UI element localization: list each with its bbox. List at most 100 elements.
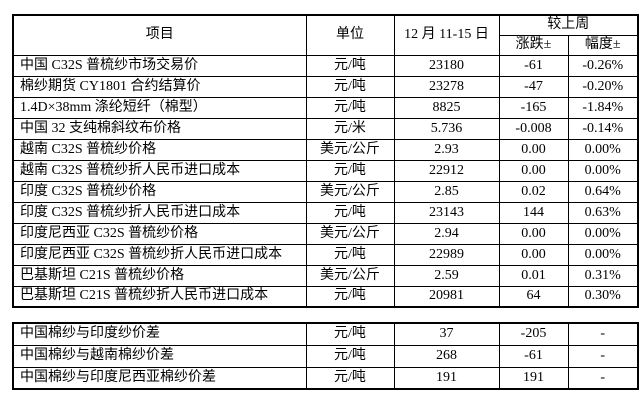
item-cell: 印度尼西亚 C32S 普梳纱价格 [12,222,307,245]
table-row: 中国 32 支纯棉斜纹布价格 元/米 5.736 -0.008 -0.14% [12,117,639,140]
item-cell: 印度 C32S 普梳纱价格 [12,180,307,203]
table-row: 印度尼西亚 C32S 普梳纱价格 美元/公斤 2.94 0.00 0.00% [12,222,639,245]
item-cell: 越南 C32S 普梳纱折人民币进口成本 [12,159,307,182]
header-pct: 幅度± [567,34,639,56]
item-cell: 越南 C32S 普梳纱价格 [12,138,307,161]
item-cell: 中国 C32S 普梳纱市场交易价 [12,54,307,77]
price-table-body: 中国 C32S 普梳纱市场交易价 元/吨 23180 -61 -0.26% 棉纱期货 CY… [12,54,639,308]
table-row: 中国棉纱与印度纱价差 元/吨 37 -205- [12,322,639,346]
pct-cell: 0.00% [567,222,639,245]
change-cell: 0.00 [498,222,569,245]
unit-cell: 元/吨 [305,75,395,98]
change-cell: 0.02 [498,180,569,203]
table-row: 印度 C32S 普梳纱价格 美元/公斤 2.85 0.02 0.64% [12,180,639,203]
table-row: 印度 C32S 普梳纱折人民币进口成本 元/吨 23143 144 0.63% [12,201,639,224]
table-row: 越南 C32S 普梳纱价格 美元/公斤 2.93 0.00 0.00% [12,138,639,161]
item-cell: 巴基斯坦 C21S 普梳纱折人民币进口成本 [12,285,307,308]
change-cell: 144 [498,201,569,224]
pct-cell: 0.64% [567,180,639,203]
change-cell: -205 [498,322,569,346]
pct-cell: -0.26% [567,54,639,77]
unit-cell: 元/吨 [305,366,395,390]
pct-cell: -1.84% [567,96,639,119]
value-cell: 23180 [393,54,500,77]
change-cell: 64 [498,285,569,308]
table-row: 巴基斯坦 C21S 普梳纱折人民币进口成本 元/吨 20981 64 0.30% [12,285,639,308]
price-table-header: 项目 单位 12 月 11-15 日 较上周 涨跌± 幅度± [12,14,639,56]
change-cell: -47 [498,75,569,98]
value-cell: 22989 [393,243,500,266]
value-cell: 22912 [393,159,500,182]
spread-table: 中国棉纱与印度纱价差 元/吨 37 -205- 中国棉纱与越南棉纱价差 元/吨 268 -61… [12,322,639,390]
value-cell: 2.93 [393,138,500,161]
unit-cell: 元/吨 [305,96,395,119]
change-cell: -61 [498,344,569,368]
table-row: 中国 C32S 普梳纱市场交易价 元/吨 23180 -61 -0.26% [12,54,639,77]
change-cell: 191 [498,366,569,390]
pct-cell: 0.31% [567,264,639,287]
pct-cell: - [567,344,639,368]
pct-cell: 0.00% [567,243,639,266]
value-cell: 5.736 [393,117,500,140]
header-group-vs-last-week: 较上周 [498,14,639,36]
item-cell: 中国 32 支纯棉斜纹布价格 [12,117,307,140]
change-cell: 0.01 [498,264,569,287]
price-table: 项目 单位 12 月 11-15 日 较上周 涨跌± 幅度± 中国 C32S 普… [12,14,639,308]
unit-cell: 元/吨 [305,54,395,77]
unit-cell: 美元/公斤 [305,222,395,245]
item-cell: 1.4D×38mm 涤纶短纤（棉型） [12,96,307,119]
header-change: 涨跌± [498,34,569,56]
value-cell: 8825 [393,96,500,119]
unit-cell: 元/吨 [305,322,395,346]
pct-cell: 0.00% [567,138,639,161]
header-unit: 单位 [305,14,395,56]
value-cell: 2.94 [393,222,500,245]
item-cell: 印度尼西亚 C32S 普梳纱折人民币进口成本 [12,243,307,266]
item-cell: 印度 C32S 普梳纱折人民币进口成本 [12,201,307,224]
change-cell: 0.00 [498,243,569,266]
unit-cell: 元/吨 [305,243,395,266]
table-row: 中国棉纱与越南棉纱价差 元/吨 268 -61- [12,344,639,368]
change-cell: 0.00 [498,159,569,182]
table-row: 中国棉纱与印度尼西亚棉纱价差 元/吨 191 191- [12,366,639,390]
table-row: 1.4D×38mm 涤纶短纤（棉型） 元/吨 8825 -165 -1.84% [12,96,639,119]
table-row: 越南 C32S 普梳纱折人民币进口成本 元/吨 22912 0.00 0.00% [12,159,639,182]
item-cell: 中国棉纱与越南棉纱价差 [12,344,307,368]
value-cell: 23278 [393,75,500,98]
change-cell: -0.008 [498,117,569,140]
pct-cell: 0.00% [567,159,639,182]
value-cell: 37 [393,322,500,346]
header-date: 12 月 11-15 日 [393,14,500,56]
value-cell: 20981 [393,285,500,308]
value-cell: 2.85 [393,180,500,203]
unit-cell: 美元/公斤 [305,180,395,203]
value-cell: 268 [393,344,500,368]
item-cell: 巴基斯坦 C21S 普梳纱价格 [12,264,307,287]
pct-cell: -0.14% [567,117,639,140]
pct-cell: 0.30% [567,285,639,308]
table-row: 印度尼西亚 C32S 普梳纱折人民币进口成本 元/吨 22989 0.00 0.00% [12,243,639,266]
change-cell: 0.00 [498,138,569,161]
value-cell: 2.59 [393,264,500,287]
item-cell: 棉纱期货 CY1801 合约结算价 [12,75,307,98]
table-row: 棉纱期货 CY1801 合约结算价 元/吨 23278 -47 -0.20% [12,75,639,98]
table-row: 巴基斯坦 C21S 普梳纱价格 美元/公斤 2.59 0.01 0.31% [12,264,639,287]
item-cell: 中国棉纱与印度纱价差 [12,322,307,346]
unit-cell: 美元/公斤 [305,138,395,161]
change-cell: -61 [498,54,569,77]
unit-cell: 元/吨 [305,201,395,224]
spread-table-body: 中国棉纱与印度纱价差 元/吨 37 -205- 中国棉纱与越南棉纱价差 元/吨 268 -61… [12,322,639,390]
pct-cell: 0.63% [567,201,639,224]
pct-cell: - [567,322,639,346]
unit-cell: 元/吨 [305,285,395,308]
value-cell: 191 [393,366,500,390]
pct-cell: - [567,366,639,390]
unit-cell: 元/米 [305,117,395,140]
unit-cell: 元/吨 [305,159,395,182]
header-item: 项目 [12,14,307,56]
unit-cell: 美元/公斤 [305,264,395,287]
unit-cell: 元/吨 [305,344,395,368]
pct-cell: -0.20% [567,75,639,98]
change-cell: -165 [498,96,569,119]
